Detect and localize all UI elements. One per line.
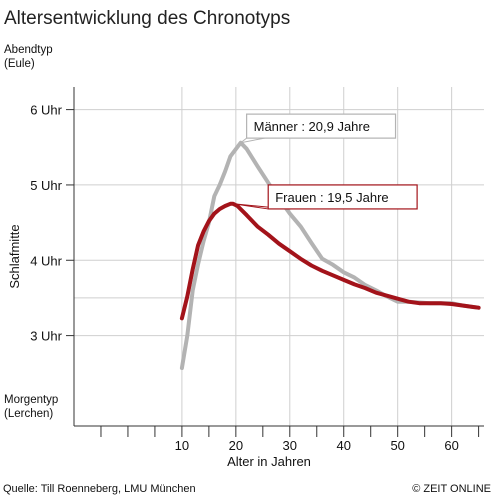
annotation-label: Männer : 20,9 Jahre: [254, 119, 370, 134]
x-tick-label: 20: [229, 438, 243, 453]
x-tick-label: 60: [444, 438, 458, 453]
x-axis-label: Alter in Jahren: [227, 454, 311, 469]
publisher-credit: © ZEIT ONLINE: [412, 483, 491, 495]
chart-title: Altersentwicklung des Chronotyps: [4, 8, 290, 29]
annotation-box: [246, 113, 397, 139]
annotation-label: Frauen : 19,5 Jahre: [275, 190, 388, 205]
y-bottom-label: (Lerchen): [4, 408, 53, 420]
y-top-label: (Eule): [4, 58, 35, 70]
annotation-pointer: [240, 137, 247, 144]
x-tick-label: 40: [337, 438, 351, 453]
series-line-maenner: [179, 140, 481, 370]
y-tick-label: 3 Uhr: [30, 329, 62, 344]
y-tick-label: 6 Uhr: [30, 103, 62, 118]
y-tick-label: 4 Uhr: [30, 253, 62, 268]
source-credit: Quelle: Till Roenneberg, LMU München: [3, 483, 196, 495]
y-top-label: Abendtyp: [4, 44, 53, 56]
x-tick-label: 30: [283, 438, 297, 453]
series-line-frauen: [179, 201, 481, 321]
x-tick-label: 10: [175, 438, 189, 453]
annotation-pointer: [240, 137, 265, 144]
annotation-box: [267, 184, 418, 210]
x-tick-label: 50: [390, 438, 404, 453]
y-axis-label: Schlafmitte: [7, 224, 22, 288]
y-bottom-label: Morgentyp: [4, 394, 58, 406]
y-tick-label: 5 Uhr: [30, 178, 62, 193]
